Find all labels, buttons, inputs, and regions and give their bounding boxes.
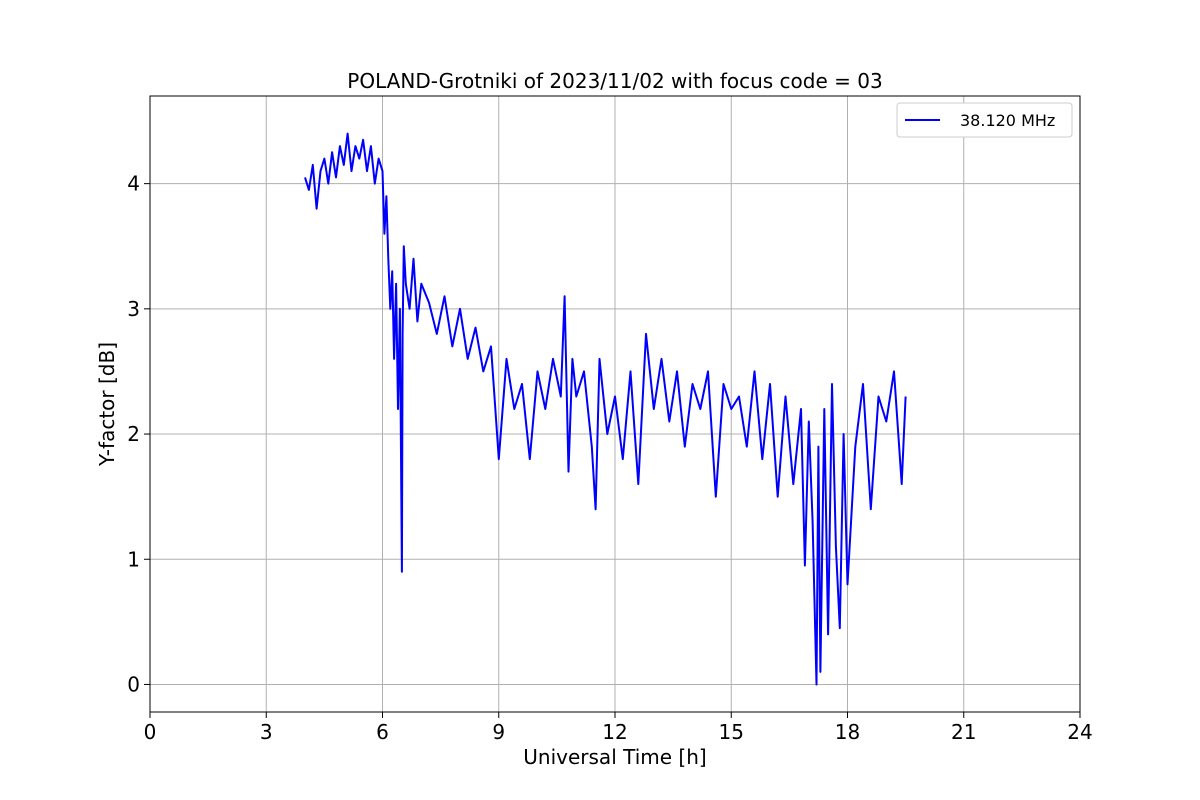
plot-area	[304, 132, 907, 686]
x-tick-label: 12	[602, 720, 627, 744]
y-tick-label: 1	[127, 547, 140, 571]
legend: 38.120 MHz	[896, 102, 1073, 138]
x-tick-label: 15	[719, 720, 744, 744]
x-tick-label: 0	[144, 720, 157, 744]
chart-title: POLAND-Grotniki of 2023/11/02 with focus…	[347, 69, 882, 93]
y-tick-label: 4	[127, 172, 140, 196]
x-axis-label: Universal Time [h]	[523, 745, 706, 769]
y-axis: 0 1 2 3 4	[127, 172, 150, 696]
x-tick-label: 18	[835, 720, 860, 744]
x-tick-label: 6	[376, 720, 389, 744]
legend-entry: 38.120 MHz	[960, 111, 1055, 130]
x-tick-label: 24	[1067, 720, 1092, 744]
x-axis: 0 3 6 9 12 15 18 21 24	[144, 712, 1093, 744]
legend-box	[896, 102, 1073, 138]
y-tick-label: 0	[127, 672, 140, 696]
y-axis-label: Y-factor [dB]	[95, 342, 119, 467]
x-tick-label: 9	[492, 720, 505, 744]
y-tick-label: 3	[127, 297, 140, 321]
series-line	[304, 132, 907, 686]
y-tick-label: 2	[127, 422, 140, 446]
x-tick-label: 3	[260, 720, 273, 744]
x-tick-label: 21	[951, 720, 976, 744]
